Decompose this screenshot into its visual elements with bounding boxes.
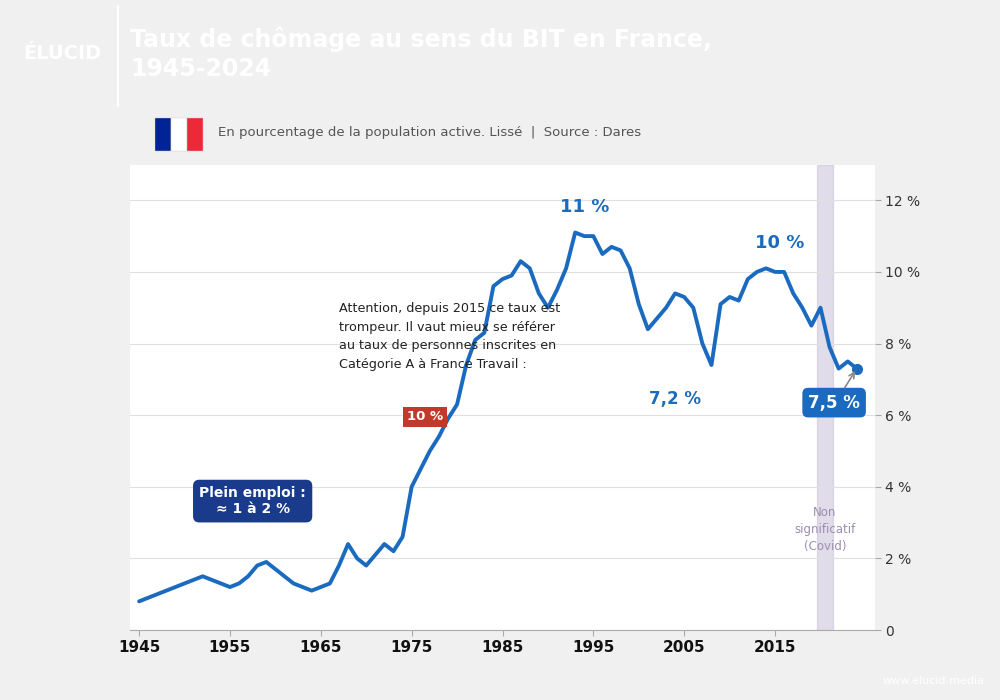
Text: 7,2 %: 7,2 % [649, 390, 701, 408]
Text: Plein emploi :
≈ 1 à 2 %: Plein emploi : ≈ 1 à 2 % [199, 486, 306, 516]
Text: ÉLUCID: ÉLUCID [23, 44, 101, 63]
Text: 10 %: 10 % [755, 234, 804, 252]
Bar [155, 118, 171, 151]
Text: 7,5 %: 7,5 % [808, 393, 860, 412]
Text: 11 %: 11 % [560, 198, 609, 216]
Bar [817, 164, 833, 630]
Text: www.elucid.media: www.elucid.media [883, 676, 985, 686]
Text: 10 %: 10 % [407, 410, 443, 424]
Bar [171, 118, 187, 151]
Text: En pourcentage de la population active. Lissé  |  Source : Dares: En pourcentage de la population active. … [218, 126, 641, 139]
Text: Taux de chômage au sens du BIT en France,
1945-2024: Taux de chômage au sens du BIT en France… [130, 26, 712, 81]
Text: Non
significatif
(Covid): Non significatif (Covid) [794, 506, 856, 553]
Text: Attention, depuis 2015 ce taux est
trompeur. Il vaut mieux se référer
au taux de: Attention, depuis 2015 ce taux est tromp… [339, 302, 560, 370]
Bar [187, 118, 203, 151]
